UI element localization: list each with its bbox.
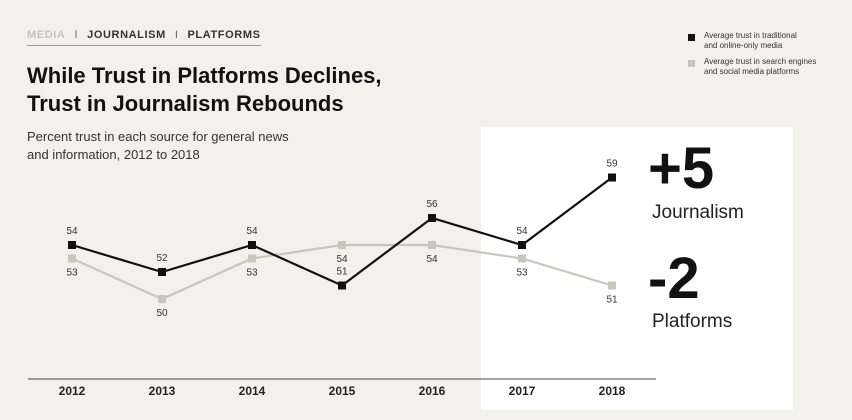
journalism-change-label: Journalism [652,202,744,223]
x-tick-label-2013: 2013 [149,384,176,398]
title-line-2: Trust in Journalism Rebounds [27,91,344,116]
platforms-change-label: Platforms [652,311,733,332]
subtitle-line-1: Percent trust in each source for general… [27,129,289,144]
highlight-panel-2017-2018 [481,127,793,410]
data-point-journalism-2016 [428,214,436,222]
x-tick-label-2015: 2015 [329,384,356,398]
x-tick-label-2017: 2017 [509,384,536,398]
data-label-journalism-2015: 51 [336,267,348,278]
data-label-journalism-2014: 54 [246,226,258,237]
data-label-platforms-2016: 54 [426,254,438,265]
title-line-1: While Trust in Platforms Declines, [27,63,382,88]
subtitle-line-2: and information, 2012 to 2018 [27,147,200,162]
breadcrumb-separator: I [74,29,79,41]
data-label-journalism-2013: 52 [156,253,168,264]
chart-legend: Average trust in traditional and online-… [688,31,816,83]
data-label-platforms-2012: 53 [66,268,78,279]
data-point-platforms-2012 [68,254,76,263]
legend-journalism-line-1: Average trust in traditional [704,31,797,40]
legend-platforms-line-1: Average trust in search engines [704,57,817,66]
x-tick-label-2016: 2016 [419,384,446,398]
legend-swatch-platforms [688,60,695,67]
legend-platforms-line-2: and social media platforms [704,67,800,76]
data-point-platforms-2016 [428,241,436,249]
data-label-platforms-2017: 53 [516,268,528,279]
data-point-platforms-2015 [338,241,346,249]
data-label-platforms-2015: 54 [336,254,348,265]
data-label-platforms-2013: 50 [156,308,168,319]
data-label-journalism-2016: 56 [426,199,438,210]
x-tick-label-2012: 2012 [59,384,86,398]
data-point-journalism-2017 [518,241,526,249]
data-point-journalism-2013 [158,268,166,276]
data-point-journalism-2015 [338,281,346,290]
breadcrumb-separator: I [174,29,179,41]
legend-item-journalism: Average trust in traditional and online-… [688,31,816,51]
breadcrumb: MEDIA I JOURNALISM I PLATFORMS [27,29,261,46]
breadcrumb-media: MEDIA [27,29,66,41]
legend-journalism-line-2: and online-only media [704,41,783,50]
data-label-journalism-2018: 59 [606,159,618,170]
data-point-journalism-2012 [68,241,76,249]
journalism-change-value: +5 [648,136,715,201]
data-point-platforms-2017 [518,254,526,263]
data-point-journalism-2018 [608,173,616,182]
data-label-platforms-2018: 51 [606,295,618,306]
data-point-journalism-2014 [248,241,256,249]
legend-item-platforms: Average trust in search engines and soci… [688,57,816,77]
x-tick-label-2018: 2018 [599,384,626,398]
x-tick-label-2014: 2014 [239,384,266,398]
data-point-platforms-2013 [158,295,166,303]
data-point-platforms-2014 [248,254,256,263]
breadcrumb-platforms: PLATFORMS [187,29,261,41]
data-label-journalism-2017: 54 [516,226,528,237]
series-layer: 53 50 53 54 54 53 51 54 52 54 51 56 54 59 [66,159,618,320]
x-axis-labels: 2012 2013 2014 2015 2016 2017 2018 [59,384,626,398]
platforms-change-value: -2 [648,246,700,311]
page-title: While Trust in Platforms Declines, Trust… [27,62,382,118]
data-label-journalism-2012: 54 [66,226,78,237]
breadcrumb-journalism: JOURNALISM [87,29,166,41]
legend-swatch-journalism [688,34,695,41]
chart-subtitle: Percent trust in each source for general… [27,128,289,164]
data-label-platforms-2014: 53 [246,268,258,279]
data-point-platforms-2018 [608,281,616,290]
